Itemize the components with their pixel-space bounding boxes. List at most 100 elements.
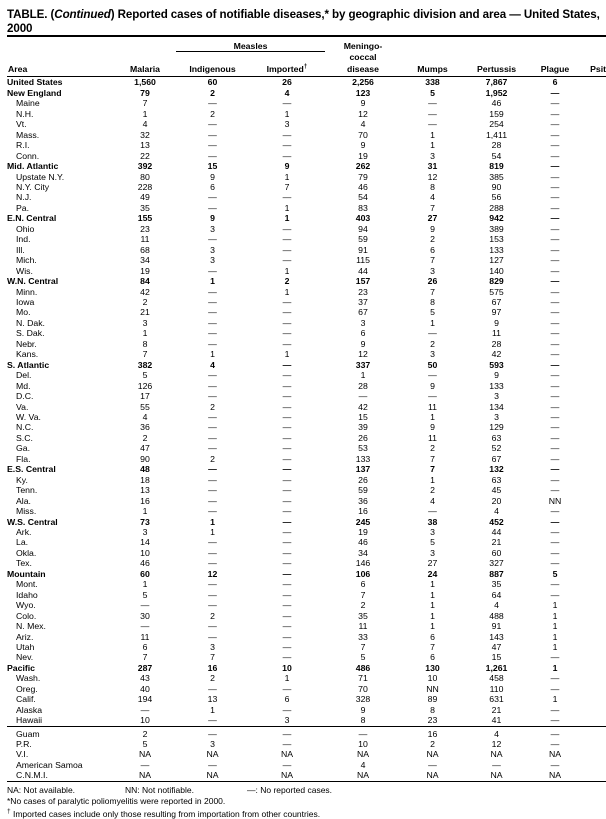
row-value-cell: NA (138, 770, 152, 781)
table-row: Vt. 4 — 3 4 — 254 — — (7, 119, 606, 129)
table-row: V.I. NA NA NA NA NA NA NA NA (7, 749, 606, 759)
row-value-cell: 2 (581, 287, 606, 297)
row-value-cell: — (550, 516, 560, 527)
row-value-cell: — (550, 370, 560, 381)
header-midline-row: coccal (7, 52, 606, 62)
row-value-cell: 288 (489, 202, 504, 213)
table-row: Mass. 32 — — 70 1 1,411 — — (7, 130, 606, 140)
row-value-cell: 143 (489, 631, 504, 642)
spanner-blank-area (7, 40, 114, 52)
territory-body: Guam2———164——P.R.53—10212——V.I.NANANANAN… (7, 729, 606, 782)
row-value-cell: 26 (358, 432, 368, 443)
row-value-cell: 7 (430, 286, 435, 297)
column-header-malaria: Malaria (130, 64, 160, 75)
row-value-cell: 6 (430, 652, 435, 663)
row-area-label: Conn. (16, 150, 40, 161)
row-value-cell: 8 (360, 715, 366, 726)
row-value-cell: 9 (430, 223, 435, 234)
row-value-cell: 9 (360, 704, 366, 715)
row-value-cell: NN (548, 495, 562, 506)
row-value-cell: 819 (489, 161, 504, 172)
row-value-cell: NA (426, 749, 439, 760)
row-value-cell: 3 (430, 265, 435, 276)
row-value-cell: — (581, 579, 606, 589)
title-continued: Continued (54, 8, 111, 21)
table-row: P.R. 5 3 — 10 2 12 — — (7, 739, 606, 749)
table-row: Maine 7 — — 9 — 46 — — (7, 98, 606, 108)
row-value-cell: — (208, 683, 217, 694)
row-value-cell: — (208, 422, 217, 433)
row-value-cell: 45 (491, 485, 502, 496)
row-value-cell: 5 (430, 537, 435, 548)
row-value-cell: 6 (284, 694, 290, 705)
row-value-cell: — (282, 307, 292, 318)
row-value-cell: — (581, 391, 606, 401)
row-value-cell: 8 (430, 704, 435, 715)
row-value-cell: 7 (142, 349, 148, 360)
row-value-cell: 328 (355, 694, 371, 705)
row-value-cell: 2 (142, 728, 148, 739)
row-value-cell: — (282, 411, 292, 422)
row-value-cell: 84 (140, 276, 150, 287)
row-value-cell: 94 (358, 223, 368, 234)
row-value-cell: 1 (552, 631, 558, 642)
row-value-cell: 4 (284, 87, 290, 98)
row-value-cell: NA (490, 749, 503, 760)
row-area-label: Nebr. (16, 338, 37, 349)
row-area-label: N.C. (16, 422, 34, 433)
row-value-cell: — (581, 349, 606, 359)
row-value-cell: 21 (491, 537, 502, 548)
row-value-cell: — (140, 759, 150, 770)
table-row: C.N.M.I. NA NA NA NA NA NA NA NA (7, 770, 606, 781)
table-row: W.S. Central 73 1 — 245 38 452 — — (7, 517, 606, 527)
row-value-cell: — (550, 150, 560, 161)
midline-blank-plague (529, 52, 581, 62)
row-value-cell: — (581, 496, 606, 506)
row-value-cell: — (550, 317, 560, 328)
row-area-label: V.I. (16, 749, 29, 760)
row-value-cell: 6 (210, 182, 215, 193)
row-value-cell: 11 (491, 328, 502, 339)
row-area-label: W.S. Central (7, 516, 58, 527)
row-value-cell: — (282, 485, 292, 496)
row-value-cell: 59 (358, 234, 368, 245)
row-value-cell: — (581, 729, 606, 739)
row-value-cell: — (581, 339, 606, 349)
row-value-cell: 2 (430, 739, 435, 750)
row-value-cell: — (581, 642, 606, 652)
row-value-cell: 4 (494, 728, 499, 739)
row-value-cell: 48 (140, 464, 150, 475)
row-value-cell: 9 (360, 98, 366, 109)
row-value-cell: 19 (358, 526, 368, 537)
table-row: Ohio 23 3 — 94 9 389 — 1 (7, 224, 606, 234)
row-value-cell: 2 (142, 432, 148, 443)
table-row: Kans. 7 1 1 12 3 42 — — (7, 349, 606, 359)
row-value-cell: — (428, 98, 437, 109)
row-value-cell: — (550, 182, 560, 193)
row-value-cell: 194 (137, 694, 153, 705)
row-value-cell: — (550, 349, 560, 360)
row-value-cell: 49 (140, 192, 150, 203)
row-value-cell: — (208, 728, 217, 739)
row-value-cell: 2 (210, 108, 215, 119)
row-value-cell: — (581, 705, 606, 715)
row-value-cell: 1 (142, 328, 148, 339)
table-row: New England 79 2 4 123 5 1,952 — — (7, 88, 606, 98)
row-value-cell: — (208, 715, 217, 726)
row-value-cell: 1 (430, 610, 435, 621)
spanner-blank-mumps (401, 40, 464, 52)
row-value-cell: — (581, 182, 606, 192)
row-value-cell: — (208, 537, 217, 548)
table-row: Guam 2 — — — 16 4 — — (7, 729, 606, 739)
row-value-cell: 80 (140, 171, 150, 182)
row-value-cell: — (208, 391, 217, 402)
row-value-cell: 4 (142, 411, 148, 422)
row-value-cell: 63 (491, 432, 502, 443)
row-area-label: Mass. (16, 129, 40, 140)
row-area-label: E.S. Central (7, 464, 56, 475)
row-value-cell: — (208, 443, 217, 454)
row-value-cell: — (208, 411, 217, 422)
row-area-label: Del. (16, 370, 32, 381)
notifiable-diseases-table: Measles Meningo- coccal Area Mal (7, 35, 606, 784)
row-value-cell: — (581, 98, 606, 108)
